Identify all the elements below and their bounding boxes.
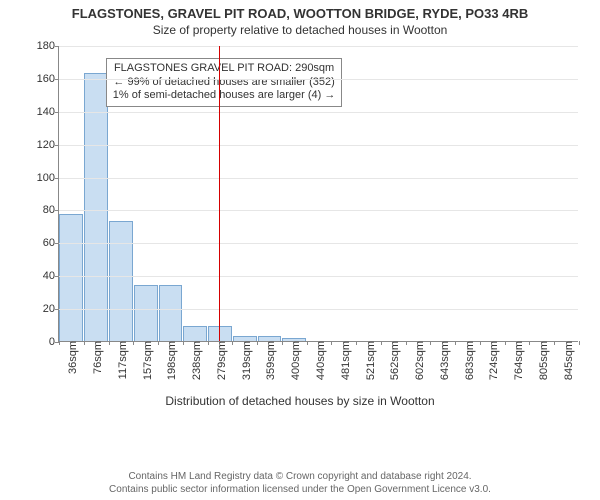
annotation-line-1: FLAGSTONES GRAVEL PIT ROAD: 290sqm [113, 62, 336, 76]
y-tick-label: 80 [43, 204, 59, 216]
x-tick-label: 440sqm [311, 341, 327, 380]
x-tick-mark [554, 341, 555, 345]
plot-area: FLAGSTONES GRAVEL PIT ROAD: 290sqm ← 99%… [58, 46, 578, 342]
x-tick-label: 76sqm [88, 341, 104, 374]
y-tick-label: 0 [49, 336, 59, 348]
gridline [59, 178, 578, 179]
bar [109, 221, 133, 341]
y-tick-label: 40 [43, 270, 59, 282]
gridline [59, 309, 578, 310]
x-tick-mark [307, 341, 308, 345]
gridline [59, 46, 578, 47]
footer: Contains HM Land Registry data © Crown c… [0, 471, 600, 496]
x-tick-label: 319sqm [237, 341, 253, 380]
x-tick-label: 481sqm [336, 341, 352, 380]
annotation-box: FLAGSTONES GRAVEL PIT ROAD: 290sqm ← 99%… [106, 58, 343, 107]
y-tick-label: 100 [37, 172, 59, 184]
x-tick-label: 724sqm [484, 341, 500, 380]
x-tick-label: 198sqm [162, 341, 178, 380]
x-tick-label: 643sqm [435, 341, 451, 380]
y-tick-label: 140 [37, 106, 59, 118]
x-tick-label: 683sqm [460, 341, 476, 380]
gridline [59, 210, 578, 211]
x-tick-mark [183, 341, 184, 345]
x-tick-mark [529, 341, 530, 345]
bar [134, 285, 158, 341]
bar [84, 73, 108, 341]
x-tick-mark [430, 341, 431, 345]
x-tick-mark [331, 341, 332, 345]
x-tick-mark [232, 341, 233, 345]
annotation-line-2: ← 99% of detached houses are smaller (35… [113, 76, 336, 90]
x-tick-label: 36sqm [63, 341, 79, 374]
x-tick-label: 845sqm [559, 341, 575, 380]
chart-container: Number of detached properties FLAGSTONES… [0, 42, 600, 412]
x-tick-label: 359sqm [261, 341, 277, 380]
x-tick-mark [480, 341, 481, 345]
gridline [59, 276, 578, 277]
bar [59, 214, 83, 341]
page-title: FLAGSTONES, GRAVEL PIT ROAD, WOOTTON BRI… [0, 0, 600, 21]
bar [159, 285, 183, 341]
x-tick-mark [109, 341, 110, 345]
x-tick-mark [356, 341, 357, 345]
x-tick-label: 117sqm [113, 341, 129, 379]
page-subtitle: Size of property relative to detached ho… [0, 21, 600, 41]
x-tick-label: 602sqm [410, 341, 426, 380]
x-tick-label: 562sqm [385, 341, 401, 380]
x-tick-mark [406, 341, 407, 345]
gridline [59, 112, 578, 113]
x-tick-label: 521sqm [361, 341, 377, 380]
marker-line [219, 46, 220, 341]
y-tick-label: 60 [43, 237, 59, 249]
x-tick-mark [158, 341, 159, 345]
x-tick-label: 279sqm [212, 341, 228, 380]
annotation-line-3: 1% of semi-detached houses are larger (4… [113, 89, 336, 103]
x-tick-label: 238sqm [187, 341, 203, 380]
x-tick-mark [59, 341, 60, 345]
footer-line-2: Contains public sector information licen… [0, 484, 600, 497]
x-tick-mark [505, 341, 506, 345]
gridline [59, 145, 578, 146]
footer-line-1: Contains HM Land Registry data © Crown c… [0, 471, 600, 484]
x-tick-mark [579, 341, 580, 345]
x-tick-mark [282, 341, 283, 345]
x-tick-label: 805sqm [534, 341, 550, 380]
x-axis-label: Distribution of detached houses by size … [0, 394, 600, 408]
x-tick-label: 400sqm [286, 341, 302, 380]
gridline [59, 243, 578, 244]
x-tick-label: 764sqm [509, 341, 525, 380]
y-tick-label: 120 [37, 139, 59, 151]
x-tick-mark [208, 341, 209, 345]
bar [183, 326, 207, 341]
y-tick-label: 160 [37, 73, 59, 85]
x-tick-mark [381, 341, 382, 345]
x-tick-mark [133, 341, 134, 345]
x-tick-mark [257, 341, 258, 345]
y-tick-label: 180 [37, 40, 59, 52]
x-tick-mark [455, 341, 456, 345]
gridline [59, 79, 578, 80]
x-tick-mark [84, 341, 85, 345]
y-tick-label: 20 [43, 303, 59, 315]
x-tick-label: 157sqm [138, 341, 154, 380]
